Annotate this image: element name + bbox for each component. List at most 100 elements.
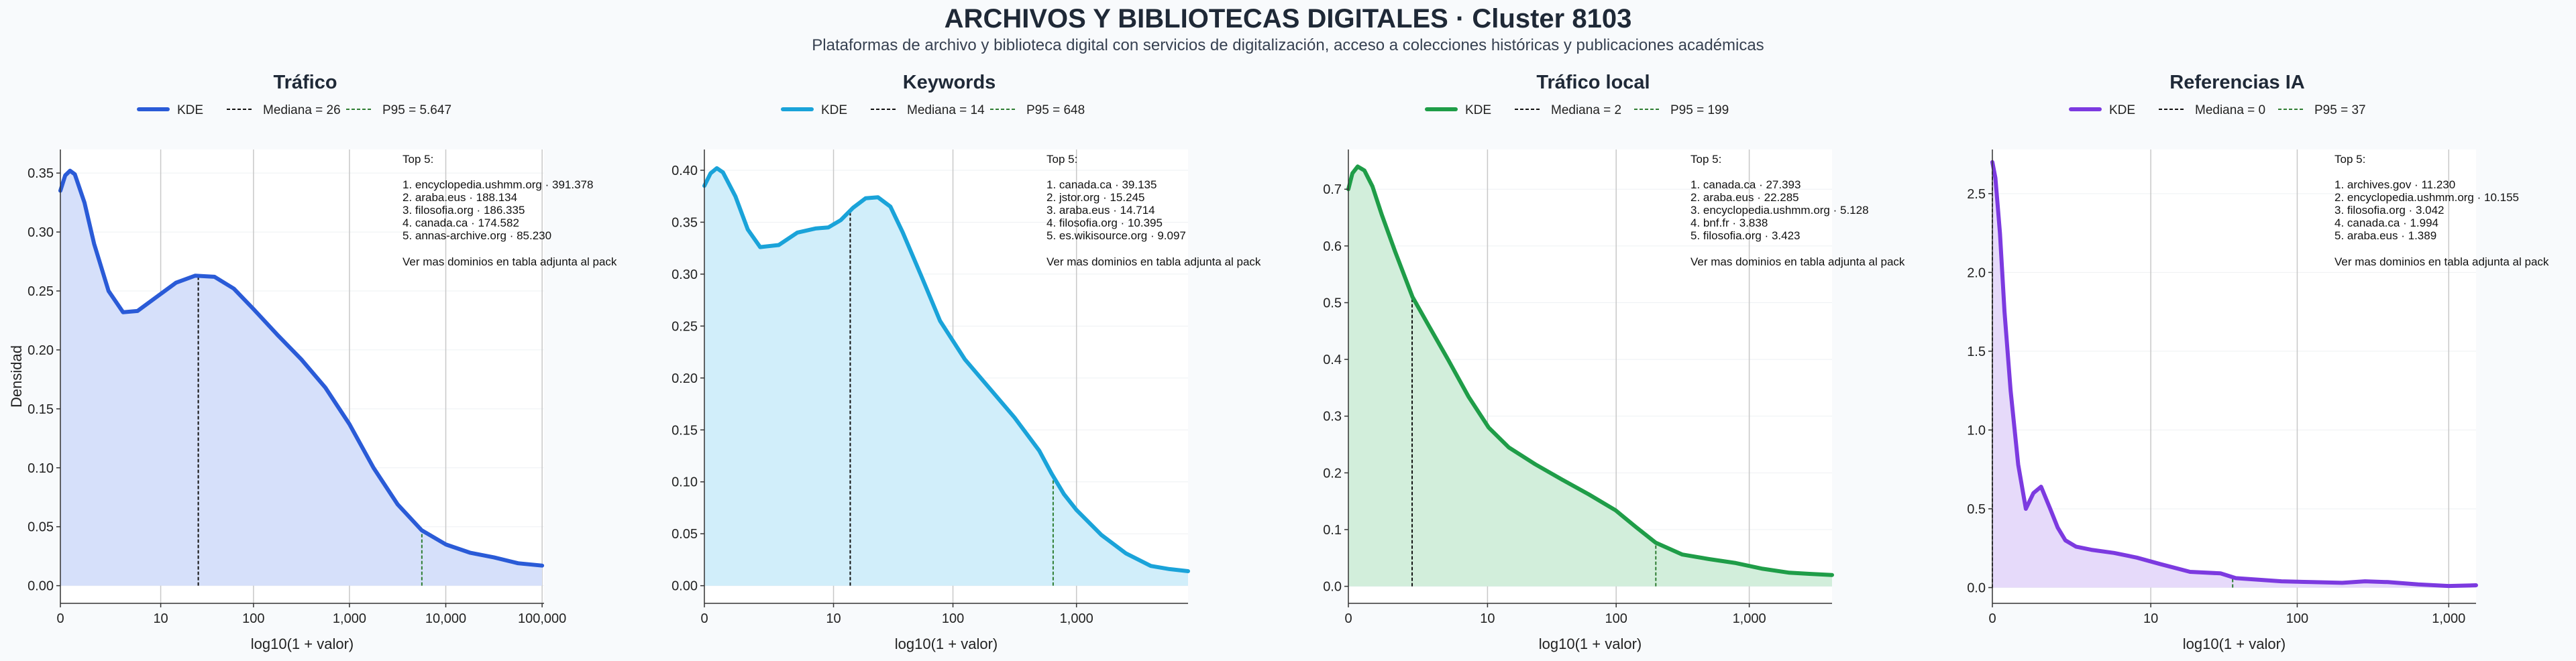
legend-median-label: Mediana = 14 bbox=[907, 103, 985, 117]
legend-p95-label: P95 = 37 bbox=[2314, 103, 2366, 117]
y-tick-label: 0.1 bbox=[1323, 523, 1342, 538]
kde-area bbox=[1992, 162, 2476, 588]
x-tick-label: 100 bbox=[242, 611, 264, 626]
x-tick-label: 10 bbox=[826, 611, 841, 626]
x-tick-label: 10,000 bbox=[425, 611, 466, 626]
y-tick-label: 2.0 bbox=[1967, 265, 1986, 280]
x-tick-label: 0 bbox=[1988, 611, 1996, 626]
x-axis-label: log10(1 + valor) bbox=[2183, 636, 2286, 652]
y-tick-label: 0.30 bbox=[28, 225, 54, 240]
y-tick-label: 0.5 bbox=[1323, 296, 1342, 310]
page-title: ARCHIVOS Y BIBLIOTECAS DIGITALES · Clust… bbox=[944, 4, 1632, 34]
y-tick-label: 0.35 bbox=[672, 215, 698, 230]
kde-line bbox=[1990, 160, 2478, 589]
top5-heading: Top 5: bbox=[1046, 153, 1077, 166]
kde-line bbox=[58, 168, 545, 568]
top5-heading: Top 5: bbox=[1690, 153, 1721, 166]
y-tick-label: 0.35 bbox=[28, 166, 54, 181]
y-tick-label: 0.0 bbox=[1323, 580, 1342, 595]
y-tick-label: 0.6 bbox=[1323, 239, 1342, 254]
page-subtitle: Plataformas de archivo y biblioteca digi… bbox=[812, 36, 1764, 54]
y-tick-label: 0.40 bbox=[672, 164, 698, 178]
y-tick-label: 0.5 bbox=[1967, 502, 1986, 517]
legend-kde-label: KDE bbox=[2109, 103, 2135, 117]
y-tick-label: 0.4 bbox=[1323, 353, 1342, 367]
top5-footer: Ver mas dominios en tabla adjunta al pac… bbox=[402, 255, 617, 268]
legend-p95-label: P95 = 5.647 bbox=[382, 103, 451, 117]
legend-p95-label: P95 = 199 bbox=[1670, 103, 1729, 117]
x-tick-label: 0 bbox=[700, 611, 708, 626]
legend-kde-label: KDE bbox=[1465, 103, 1491, 117]
top5-item: 5. annas-archive.org · 85.230 bbox=[402, 229, 551, 242]
y-tick-label: 0.2 bbox=[1323, 466, 1342, 481]
y-tick-label: 0.00 bbox=[28, 579, 54, 594]
y-axis-label: Densidad bbox=[8, 345, 25, 408]
top5-item: 4. bnf.fr · 3.838 bbox=[1690, 217, 1768, 229]
y-tick-label: 0.25 bbox=[28, 284, 54, 299]
x-tick-label: 100 bbox=[2286, 611, 2308, 626]
x-tick-label: 100,000 bbox=[518, 611, 566, 626]
y-tick-label: 0.25 bbox=[672, 319, 698, 334]
y-tick-label: 0.10 bbox=[28, 461, 54, 476]
y-tick-label: 0.00 bbox=[672, 579, 698, 594]
y-tick-label: 0.0 bbox=[1967, 581, 1986, 595]
top5-heading: Top 5: bbox=[2334, 153, 2365, 166]
x-tick-label: 10 bbox=[1480, 611, 1495, 626]
top5-item: 1. canada.ca · 27.393 bbox=[1690, 178, 1801, 191]
legend-median-label: Mediana = 2 bbox=[1551, 103, 1621, 117]
legend-kde-label: KDE bbox=[177, 103, 203, 117]
kde-line bbox=[1346, 164, 1834, 577]
top5-footer: Ver mas dominios en tabla adjunta al pac… bbox=[2334, 255, 2549, 268]
plot-area bbox=[1992, 149, 2476, 603]
chart-panel-trafico-local: 0.0 0.1 0.2 0.3 0.4 0.5 0.6 0.7 0 10 100 1,000 log10… bbox=[1323, 72, 1905, 652]
kde-area bbox=[60, 170, 543, 586]
top5-item: 5. araba.eus · 1.389 bbox=[2334, 229, 2436, 242]
top5-item: 3. araba.eus · 14.714 bbox=[1046, 204, 1155, 217]
top5-item: 4. canada.ca · 174.582 bbox=[402, 217, 519, 229]
top5-heading: Top 5: bbox=[402, 153, 433, 166]
y-tick-label: 0.30 bbox=[672, 267, 698, 282]
x-tick-label: 1,000 bbox=[2432, 611, 2465, 626]
legend-p95-label: P95 = 648 bbox=[1026, 103, 1085, 117]
top5-item: 2. araba.eus · 188.134 bbox=[402, 191, 517, 204]
legend-kde-label: KDE bbox=[821, 103, 847, 117]
top5-footer: Ver mas dominios en tabla adjunta al pac… bbox=[1046, 255, 1261, 268]
x-axis-label: log10(1 + valor) bbox=[895, 636, 998, 652]
x-tick-label: 100 bbox=[1605, 611, 1627, 626]
chart-panel-referencias-ia: 0.0 0.5 1.0 1.5 2.0 2.5 0 10 100 1,000 log10(1 + v… bbox=[1967, 72, 2549, 652]
y-tick-label: 0.20 bbox=[672, 371, 698, 386]
y-tick-label: 0.05 bbox=[28, 520, 54, 535]
x-tick-label: 0 bbox=[56, 611, 64, 626]
top5-footer: Ver mas dominios en tabla adjunta al pac… bbox=[1690, 255, 1905, 268]
top5-item: 1. canada.ca · 39.135 bbox=[1046, 178, 1157, 191]
top5-item: 3. encyclopedia.ushmm.org · 5.128 bbox=[1690, 204, 1869, 217]
legend-median-label: Mediana = 0 bbox=[2195, 103, 2265, 117]
y-tick-label: 0.3 bbox=[1323, 410, 1342, 424]
panel-title: Referencias IA bbox=[2169, 72, 2305, 93]
y-tick-label: 0.10 bbox=[672, 475, 698, 490]
x-tick-label: 100 bbox=[942, 611, 964, 626]
x-tick-label: 1,000 bbox=[333, 611, 366, 626]
top5-item: 2. jstor.org · 15.245 bbox=[1046, 191, 1144, 204]
top5-item: 4. filosofia.org · 10.395 bbox=[1046, 217, 1163, 229]
top5-item: 3. filosofia.org · 186.335 bbox=[402, 204, 525, 217]
x-axis-label: log10(1 + valor) bbox=[251, 636, 354, 652]
panel-title: Tráfico local bbox=[1536, 72, 1650, 93]
y-tick-label: 0.7 bbox=[1323, 182, 1342, 197]
top5-item: 2. encyclopedia.ushmm.org · 10.155 bbox=[2334, 191, 2519, 204]
y-tick-label: 1.0 bbox=[1967, 423, 1986, 438]
x-tick-label: 10 bbox=[153, 611, 168, 626]
legend-median-label: Mediana = 26 bbox=[263, 103, 341, 117]
top5-item: 3. filosofia.org · 3.042 bbox=[2334, 204, 2444, 217]
x-axis-label: log10(1 + valor) bbox=[1539, 636, 1642, 652]
top5-item: 1. archives.gov · 11.230 bbox=[2334, 178, 2455, 191]
top5-item: 1. encyclopedia.ushmm.org · 391.378 bbox=[402, 178, 593, 191]
x-tick-label: 1,000 bbox=[1733, 611, 1766, 626]
y-tick-label: 0.15 bbox=[28, 402, 54, 417]
kde-area bbox=[1348, 166, 1832, 587]
kde-area bbox=[704, 168, 1188, 586]
y-tick-label: 1.5 bbox=[1967, 345, 1986, 359]
x-tick-label: 10 bbox=[2143, 611, 2158, 626]
panel-title: Keywords bbox=[903, 72, 996, 93]
top5-item: 2. araba.eus · 22.285 bbox=[1690, 191, 1799, 204]
